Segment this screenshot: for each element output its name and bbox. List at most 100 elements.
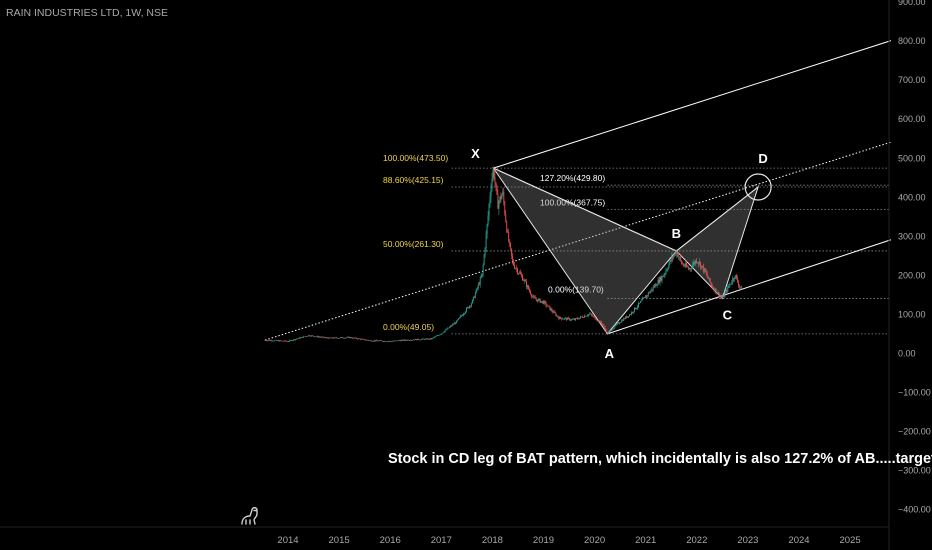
candle-body (641, 298, 643, 301)
candle-body (461, 315, 462, 317)
candle-body (368, 340, 370, 341)
candle-body (539, 298, 541, 303)
candle-body (606, 331, 608, 333)
candle-body (371, 341, 373, 342)
candle-body (738, 282, 740, 287)
y-tick-label: 600.00 (898, 114, 926, 124)
candle-body (302, 336, 304, 338)
candle-body (490, 188, 492, 197)
candle-body (558, 317, 560, 320)
candle-body (325, 337, 327, 339)
candle-body (264, 340, 266, 341)
candle-body (719, 295, 721, 297)
candle-body (564, 318, 566, 319)
candle-body (548, 305, 550, 307)
candle-body (300, 337, 302, 338)
x-tick-label: 2024 (788, 535, 809, 546)
candle-body (656, 285, 658, 286)
candle-body (314, 336, 316, 338)
candle-body (381, 340, 383, 342)
candle-body (523, 280, 525, 281)
x-tick-label: 2023 (737, 535, 758, 546)
candle-body (516, 268, 518, 269)
candle-body (572, 319, 574, 320)
candle-body (287, 341, 289, 342)
candle-body (335, 337, 337, 339)
candle-body (596, 320, 598, 321)
candle-body (298, 337, 300, 339)
candle-body (374, 340, 376, 342)
candle-body (324, 337, 326, 339)
candle-body (469, 305, 471, 307)
candle-body (358, 338, 360, 340)
candle-body (441, 333, 443, 335)
y-tick-label: 500.00 (898, 153, 926, 163)
candle-body (286, 341, 288, 342)
candle-body (630, 314, 632, 316)
y-tick-label: 300.00 (898, 231, 926, 241)
channel-line (493, 40, 892, 169)
candle-body (306, 336, 308, 337)
candle-body (348, 336, 349, 338)
candle-body (527, 285, 529, 290)
candle-body (443, 332, 445, 333)
candle-body (423, 339, 425, 340)
pattern-point-x: X (471, 146, 480, 161)
candle-body (588, 313, 590, 315)
candle-body (622, 320, 624, 321)
candle-body (329, 337, 331, 339)
candle-body (657, 279, 659, 286)
candle-body (322, 336, 324, 338)
fib-level-label: 0.00%(139.70) (548, 284, 604, 294)
candle-body (456, 320, 458, 324)
candle-body (691, 268, 692, 269)
candle-body (524, 280, 526, 282)
candle-body (547, 305, 549, 307)
candle-body (531, 296, 533, 298)
x-tick-label: 2025 (840, 535, 861, 546)
candle-body (741, 286, 743, 288)
candle-body (432, 337, 434, 339)
candle-body (728, 285, 730, 287)
candle-body (675, 252, 677, 255)
candle-body (593, 316, 595, 317)
tradingview-dino-icon[interactable] (241, 507, 258, 525)
candle-body (538, 298, 540, 300)
candle-body (693, 262, 694, 266)
candle-body (559, 316, 561, 320)
candle-body (418, 339, 420, 341)
candle-body (688, 267, 689, 269)
pattern-point-d: D (758, 151, 767, 166)
candle-body (341, 337, 343, 338)
candle-body (671, 256, 673, 261)
candle-body (722, 295, 724, 298)
bd-leg (676, 186, 759, 252)
candle-body (570, 319, 572, 321)
candle-body (506, 221, 508, 232)
candle-body (537, 299, 539, 302)
candle-body (609, 330, 611, 332)
candle-body (409, 340, 410, 341)
candle-body (612, 329, 614, 331)
candle-body (706, 273, 708, 277)
candle-body (454, 322, 456, 325)
candle-body (428, 338, 430, 340)
candle-body (354, 337, 356, 339)
candle-body (707, 276, 709, 279)
candle-body (462, 315, 463, 316)
candle-body (458, 318, 460, 320)
candle-body (396, 340, 398, 342)
candle-body (482, 264, 484, 274)
candle-body (720, 295, 722, 297)
candle-body (734, 278, 736, 280)
candle-body (477, 284, 479, 288)
x-tick-label: 2021 (635, 535, 656, 546)
candle-body (478, 284, 480, 285)
candle-body (356, 338, 358, 340)
candle-body (603, 325, 605, 327)
price-candles (264, 165, 743, 343)
candle-body (507, 231, 509, 233)
candle-body (573, 319, 575, 320)
candle-body (683, 263, 685, 266)
